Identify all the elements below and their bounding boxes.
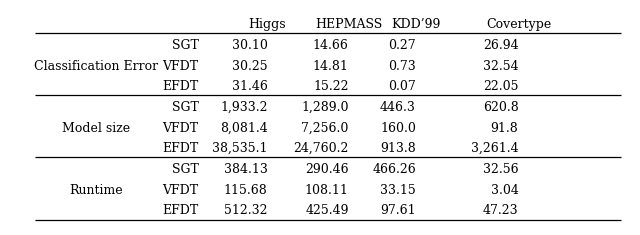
Text: EFDT: EFDT (162, 142, 198, 155)
Text: EFDT: EFDT (162, 80, 198, 93)
Text: 30.10: 30.10 (232, 39, 268, 52)
Text: VFDT: VFDT (163, 59, 198, 73)
Text: 466.26: 466.26 (372, 163, 416, 176)
Text: Runtime: Runtime (69, 184, 123, 197)
Text: 108.11: 108.11 (305, 184, 349, 197)
Text: Classification Error: Classification Error (34, 59, 158, 73)
Text: SGT: SGT (172, 39, 198, 52)
Text: 115.68: 115.68 (224, 184, 268, 197)
Text: 32.54: 32.54 (483, 59, 518, 73)
Text: Covertype: Covertype (486, 18, 551, 31)
Text: 7,256.0: 7,256.0 (301, 121, 349, 135)
Text: 446.3: 446.3 (380, 101, 416, 114)
Text: 3,261.4: 3,261.4 (471, 142, 518, 155)
Text: 0.07: 0.07 (388, 80, 416, 93)
Text: 0.27: 0.27 (388, 39, 416, 52)
Text: 26.94: 26.94 (483, 39, 518, 52)
Text: KDD’99: KDD’99 (391, 18, 441, 31)
Text: 91.8: 91.8 (491, 121, 518, 135)
Text: 47.23: 47.23 (483, 204, 518, 217)
Text: SGT: SGT (172, 163, 198, 176)
Text: 31.46: 31.46 (232, 80, 268, 93)
Text: 290.46: 290.46 (305, 163, 349, 176)
Text: 425.49: 425.49 (305, 204, 349, 217)
Text: 14.66: 14.66 (313, 39, 349, 52)
Text: VFDT: VFDT (163, 184, 198, 197)
Text: 160.0: 160.0 (380, 121, 416, 135)
Text: 3.04: 3.04 (490, 184, 518, 197)
Text: 15.22: 15.22 (314, 80, 349, 93)
Text: Higgs: Higgs (249, 18, 286, 31)
Text: 14.81: 14.81 (313, 59, 349, 73)
Text: Model size: Model size (62, 121, 130, 135)
Text: SGT: SGT (172, 101, 198, 114)
Text: EFDT: EFDT (162, 204, 198, 217)
Text: HEPMASS: HEPMASS (315, 18, 383, 31)
Text: 1,289.0: 1,289.0 (301, 101, 349, 114)
Text: 1,933.2: 1,933.2 (220, 101, 268, 114)
Text: 8,081.4: 8,081.4 (220, 121, 268, 135)
Text: 620.8: 620.8 (483, 101, 518, 114)
Text: 24,760.2: 24,760.2 (293, 142, 349, 155)
Text: 384.13: 384.13 (223, 163, 268, 176)
Text: 38,535.1: 38,535.1 (212, 142, 268, 155)
Text: 97.61: 97.61 (380, 204, 416, 217)
Text: 0.73: 0.73 (388, 59, 416, 73)
Text: 33.15: 33.15 (380, 184, 416, 197)
Text: 913.8: 913.8 (380, 142, 416, 155)
Text: 30.25: 30.25 (232, 59, 268, 73)
Text: 22.05: 22.05 (483, 80, 518, 93)
Text: VFDT: VFDT (163, 121, 198, 135)
Text: 32.56: 32.56 (483, 163, 518, 176)
Text: 512.32: 512.32 (224, 204, 268, 217)
